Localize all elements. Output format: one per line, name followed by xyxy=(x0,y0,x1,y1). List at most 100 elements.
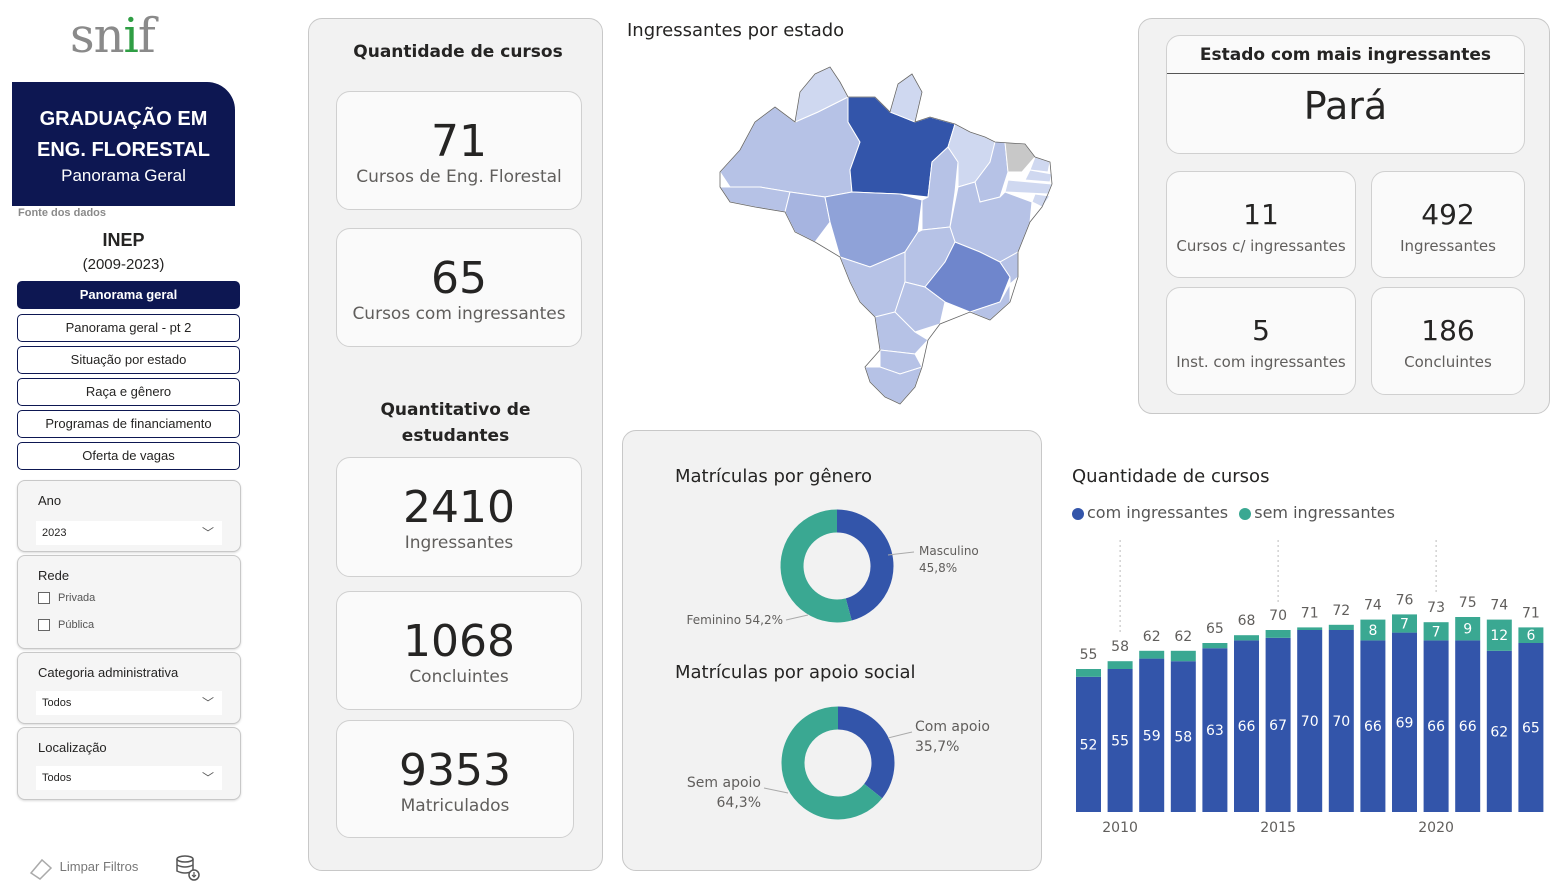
bar-com-ingressantes[interactable] xyxy=(1202,648,1228,812)
bar-label-com: 65 xyxy=(1522,721,1540,737)
bar-com-ingressantes[interactable] xyxy=(1265,637,1291,812)
gender-donut[interactable]: Masculino 45,8% Feminino 54,2% xyxy=(676,500,1016,636)
support-with-slice[interactable] xyxy=(837,706,895,799)
bar-total-label: 55 xyxy=(1080,647,1098,663)
top-state-name: Pará xyxy=(1303,84,1388,128)
nav-situacao-por-estado[interactable]: Situação por estado xyxy=(17,346,240,374)
bar-com-ingressantes[interactable] xyxy=(1297,630,1323,812)
support-with-label: Com apoio xyxy=(915,719,990,735)
snif-logo: snif xyxy=(70,8,156,64)
bar-sem-ingressantes[interactable] xyxy=(1170,650,1196,662)
bar-total-label: 68 xyxy=(1238,613,1256,629)
bar-sem-ingressantes[interactable] xyxy=(1328,624,1354,630)
bar-total-label: 62 xyxy=(1174,629,1192,645)
bar-sem-ingressantes[interactable] xyxy=(1423,622,1449,641)
state-to xyxy=(921,146,959,231)
report-subtitle: Panorama Geral xyxy=(61,166,186,185)
nav-panorama-geral-pt2[interactable]: Panorama geral - pt 2 xyxy=(17,314,240,342)
clear-filters-button[interactable]: Limpar Filtros xyxy=(28,855,138,881)
bar-sem-ingressantes[interactable] xyxy=(1139,650,1165,659)
bar-sem-ingressantes[interactable] xyxy=(1234,635,1259,641)
bar-com-ingressantes[interactable] xyxy=(1170,661,1196,812)
bar-sem-ingressantes[interactable] xyxy=(1265,630,1291,638)
courses-bar-chart[interactable]: 5255555820105962586263656668677020157071… xyxy=(1068,535,1550,845)
bar-sem-ingressantes[interactable] xyxy=(1076,669,1101,677)
bar-com-ingressantes[interactable] xyxy=(1234,640,1259,812)
bar-label-sem: 8 xyxy=(1368,623,1377,639)
localizacao-dropdown[interactable]: Todos ﹀ xyxy=(36,766,222,790)
bar-sem-ingressantes[interactable] xyxy=(1486,619,1512,651)
nav-oferta-de-vagas[interactable]: Oferta de vagas xyxy=(17,442,240,470)
filter-localizacao-title: Localização xyxy=(38,740,107,755)
rede-option-publica[interactable]: Pública xyxy=(38,619,94,632)
filter-categoria: Categoria administrativa Todos ﹀ xyxy=(17,652,241,724)
support-donut[interactable]: Com apoio 35,7% Sem apoio 64,3% xyxy=(676,698,1016,828)
bar-label-com: 52 xyxy=(1080,737,1098,753)
gender-male-pct: 45,8% xyxy=(919,561,957,575)
bar-chart-title: Quantidade de cursos xyxy=(1072,466,1270,487)
bar-com-ingressantes[interactable] xyxy=(1139,658,1165,812)
state-ro xyxy=(784,191,831,243)
bar-com-ingressantes[interactable] xyxy=(1423,640,1449,812)
filter-rede-title: Rede xyxy=(38,568,70,583)
bar-com-ingressantes[interactable] xyxy=(1486,650,1512,812)
bar-com-ingressantes[interactable] xyxy=(1518,643,1544,812)
gender-title: Matrículas por gênero xyxy=(675,466,873,487)
x-axis-tick: 2020 xyxy=(1418,820,1454,836)
checkbox-icon[interactable] xyxy=(38,592,50,605)
nav-programas-financiamento[interactable]: Programas de financiamento xyxy=(17,410,240,438)
gender-male-slice[interactable] xyxy=(836,509,894,621)
rede-option-privada[interactable]: Privada xyxy=(38,592,95,605)
bar-label-sem: 9 xyxy=(1463,622,1472,638)
bar-com-ingressantes[interactable] xyxy=(1455,640,1481,812)
bar-total-label: 62 xyxy=(1143,629,1161,645)
source-name: INEP xyxy=(102,230,145,250)
bar-com-ingressantes[interactable] xyxy=(1392,632,1417,812)
legend-com-ingressantes[interactable]: com ingressantes xyxy=(1072,503,1228,522)
state-pe xyxy=(1004,179,1053,195)
support-without-pct: 64,3% xyxy=(717,795,761,811)
top-state-title: Estado com mais ingressantes xyxy=(1199,45,1492,65)
card-total-courses: 71 Cursos de Eng. Florestal xyxy=(336,91,582,210)
categoria-dropdown[interactable]: Todos ﹀ xyxy=(36,691,222,715)
bar-label-com: 59 xyxy=(1143,728,1161,744)
support-without-slice[interactable] xyxy=(781,706,883,820)
support-with-pct: 35,7% xyxy=(915,739,959,755)
bar-sem-ingressantes[interactable] xyxy=(1518,627,1544,643)
card-enrolled: 9353 Matriculados xyxy=(336,720,574,838)
bar-label-sem: 6 xyxy=(1526,628,1535,644)
brazil-map[interactable] xyxy=(700,62,1070,410)
bar-label-sem: 7 xyxy=(1400,617,1409,633)
nav-panorama-geral[interactable]: Panorama geral xyxy=(17,281,240,309)
checkbox-icon[interactable] xyxy=(38,619,50,632)
bar-sem-ingressantes[interactable] xyxy=(1360,619,1386,641)
card-entrants: 2410 Ingressantes xyxy=(336,457,582,577)
filter-rede: Rede Privada Pública xyxy=(17,555,241,649)
card-state-graduates: 186 Concluintes xyxy=(1371,287,1525,395)
bar-total-label: 74 xyxy=(1490,598,1508,614)
bar-label-com: 55 xyxy=(1111,734,1129,750)
bar-sem-ingressantes[interactable] xyxy=(1297,627,1323,630)
legend-sem-ingressantes[interactable]: sem ingressantes xyxy=(1239,503,1395,522)
bar-sem-ingressantes[interactable] xyxy=(1392,614,1417,633)
nav-raca-e-genero[interactable]: Raça e gênero xyxy=(17,378,240,406)
bar-com-ingressantes[interactable] xyxy=(1328,630,1354,812)
state-am xyxy=(719,96,861,198)
top-state-card: Estado com mais ingressantes Pará xyxy=(1166,35,1525,154)
bar-total-label: 72 xyxy=(1332,603,1350,619)
gender-female-slice[interactable] xyxy=(780,509,852,623)
bar-com-ingressantes[interactable] xyxy=(1360,640,1386,812)
support-without-label: Sem apoio xyxy=(687,775,761,791)
bar-com-ingressantes[interactable] xyxy=(1076,676,1101,812)
bar-label-sem: 7 xyxy=(1432,624,1441,640)
source-years: (2009-2023) xyxy=(82,256,165,273)
ano-dropdown[interactable]: 2023 ﹀ xyxy=(36,521,222,545)
bar-sem-ingressantes[interactable] xyxy=(1202,643,1228,649)
bar-sem-ingressantes[interactable] xyxy=(1107,661,1133,669)
bar-total-label: 71 xyxy=(1301,605,1319,621)
bar-com-ingressantes[interactable] xyxy=(1107,669,1133,812)
bar-sem-ingressantes[interactable] xyxy=(1455,617,1481,641)
bar-label-com: 69 xyxy=(1396,715,1414,731)
bar-total-label: 70 xyxy=(1269,608,1287,624)
database-download-icon[interactable] xyxy=(174,854,202,886)
